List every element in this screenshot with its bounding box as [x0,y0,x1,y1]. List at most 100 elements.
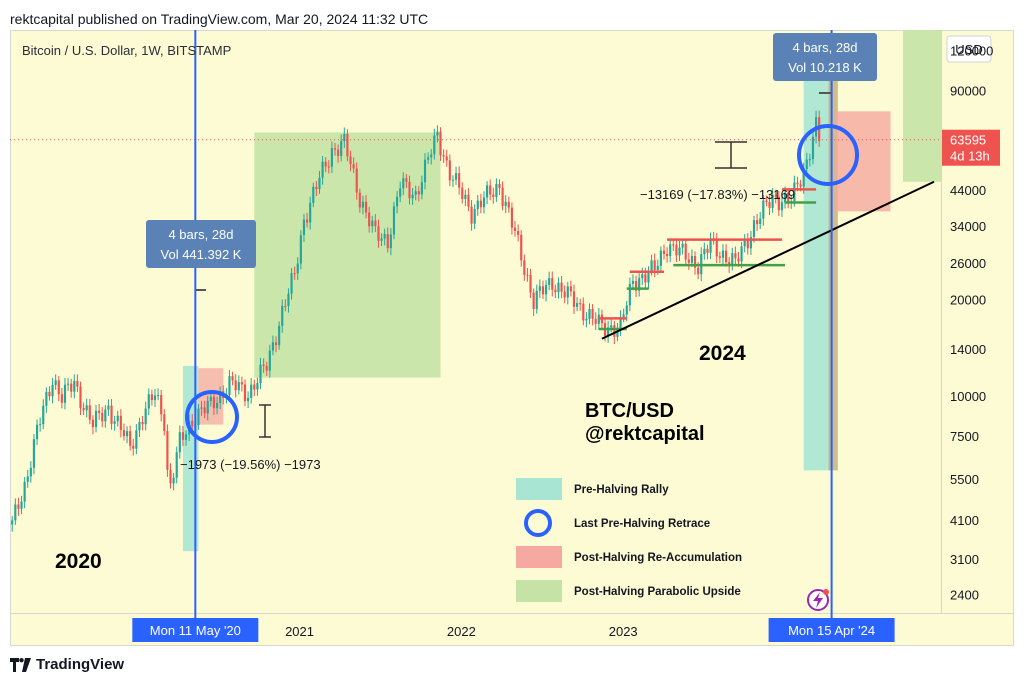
candle-body [737,258,740,262]
candle-body [243,384,247,402]
candle-body [467,194,470,207]
candle-body [442,155,445,157]
candle-body [411,194,414,199]
candle-body [541,286,545,295]
candle-body [330,148,333,167]
candle-body [265,366,268,371]
candle-body [234,380,237,391]
candle-body [473,209,476,224]
candle-body [433,135,436,155]
candle-body [544,284,548,295]
candle-body [510,207,514,228]
candle-body [368,212,371,227]
candle-body [777,196,780,211]
candle-body [85,405,88,411]
candle-body [358,192,361,208]
candle-body [579,303,582,305]
candle-body [569,286,572,292]
candle-body [445,156,448,161]
candle-body [346,133,349,157]
year-label-2024: 2024 [699,342,746,365]
candle-body [178,432,181,453]
candle-body [281,305,284,326]
candle-body [138,421,141,431]
candle-body [697,267,700,275]
candle-body [113,421,116,424]
candle-body [476,200,479,210]
chart-plot-area[interactable] [10,30,942,614]
candle-body [209,396,212,402]
candle-body [634,280,638,291]
candle-body [125,431,129,437]
candle-body [746,239,749,249]
candle-body [197,408,200,426]
candle-body [513,227,517,231]
candle-body [448,160,451,181]
candle-body [656,265,659,271]
last-price-countdown: 4d 13h [950,149,990,164]
candle-body [628,283,631,306]
year-label-2020: 2020 [55,550,102,573]
candle-body [70,383,73,392]
reaccumulation-zone-2024 [834,111,891,212]
legend-swatch-circle [524,509,552,537]
candle-body [644,274,647,283]
measure-vol-text: Vol 10.218 K [788,60,862,75]
support-trendline [601,180,935,340]
price-tick: 7500 [950,429,979,444]
candle-body [492,194,495,197]
pair-label: BTC/USD [585,400,674,422]
candle-body [200,407,203,409]
candle-body [647,271,650,283]
price-axis[interactable] [942,30,1014,614]
legend-swatch-green [516,580,562,602]
price-tick: 44000 [950,183,986,198]
candle-body [718,256,721,258]
candle-body [302,219,306,236]
candle-body [439,131,442,156]
last-price-value: 63595 [950,133,986,148]
candle-body [166,431,169,470]
halving-date-badge [768,618,895,642]
publish-header: rektcapital published on TradingView.com… [10,11,429,27]
candle-body [32,439,36,468]
candle-body [104,409,107,422]
candle-body [622,314,625,318]
candle-body [461,187,464,199]
candle-body [355,168,358,193]
candle-body [783,192,787,203]
candle-body [309,202,312,223]
price-tick: 34000 [950,219,986,234]
candle-body [274,342,278,346]
candle-body [290,273,293,294]
candle-body [787,192,790,203]
candle-body [734,253,737,259]
price-tick: 2400 [950,587,979,602]
candle-body [749,237,752,249]
price-tick: 3100 [950,552,979,567]
candle-body [498,184,501,188]
candle-body [572,291,576,307]
candle-body [305,219,309,223]
candle-body [299,235,302,264]
candle-body [740,246,743,262]
price-tick: 20000 [950,293,986,308]
candle-body [479,200,482,208]
candle-body [39,424,42,426]
measure-box-0 [146,220,256,268]
candle-body [160,395,163,415]
candle-body [73,380,76,392]
candle-body [523,260,526,275]
candle-body [333,148,337,150]
candle-body [414,191,417,195]
candle-body [293,273,296,275]
candle-body [278,325,281,346]
measure-box-1 [773,33,877,81]
time-tick: 2022 [447,624,476,639]
candle-body [594,318,597,324]
candle-body [402,178,405,189]
candle-body [551,278,554,290]
candle-body [548,278,551,285]
candle-body [659,250,662,266]
